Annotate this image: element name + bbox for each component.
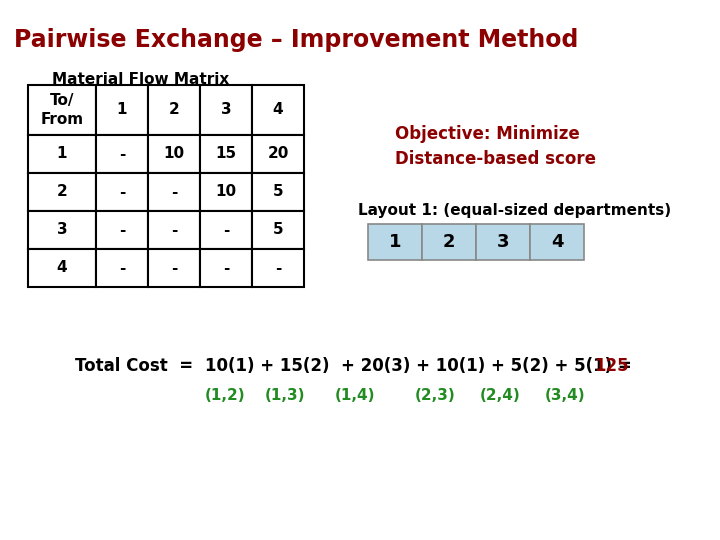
Text: 15: 15 [215, 146, 237, 161]
Bar [148, 249, 200, 287]
Text: 3: 3 [221, 103, 231, 118]
Bar [28, 135, 96, 173]
Bar [252, 211, 304, 249]
Bar [252, 135, 304, 173]
Text: 3: 3 [57, 222, 67, 238]
Text: -: - [171, 222, 177, 238]
Bar [422, 224, 476, 260]
Text: (1,4): (1,4) [335, 388, 376, 403]
Text: -: - [119, 185, 125, 199]
Bar [200, 211, 252, 249]
Bar [28, 211, 96, 249]
Text: 2: 2 [168, 103, 179, 118]
Bar [148, 135, 200, 173]
Text: 1: 1 [117, 103, 127, 118]
Text: -: - [119, 260, 125, 275]
Bar [148, 173, 200, 211]
Text: 1: 1 [389, 233, 401, 251]
Text: Total Cost  =: Total Cost = [75, 357, 193, 375]
Text: Pairwise Exchange – Improvement Method: Pairwise Exchange – Improvement Method [14, 28, 578, 52]
Text: 2: 2 [443, 233, 455, 251]
Text: -: - [171, 260, 177, 275]
Bar [28, 173, 96, 211]
Text: (2,3): (2,3) [415, 388, 456, 403]
Bar [476, 224, 530, 260]
Bar [96, 211, 148, 249]
Text: -: - [275, 260, 282, 275]
Text: Material Flow Matrix: Material Flow Matrix [52, 72, 229, 87]
Text: 5: 5 [273, 222, 283, 238]
Text: (2,4): (2,4) [480, 388, 521, 403]
Bar [530, 224, 584, 260]
Text: -: - [222, 260, 229, 275]
Text: 3: 3 [497, 233, 509, 251]
Text: 2: 2 [57, 185, 68, 199]
Text: -: - [119, 146, 125, 161]
Bar [252, 249, 304, 287]
Text: -: - [171, 185, 177, 199]
Bar [200, 135, 252, 173]
Text: 1: 1 [57, 146, 67, 161]
Text: 125: 125 [594, 357, 629, 375]
Text: (1,3): (1,3) [265, 388, 305, 403]
Bar [28, 249, 96, 287]
Bar [200, 249, 252, 287]
Bar [200, 173, 252, 211]
Bar [148, 211, 200, 249]
Text: Objective: Minimize
Distance-based score: Objective: Minimize Distance-based score [395, 125, 596, 168]
Bar [96, 85, 148, 135]
Bar [252, 85, 304, 135]
Text: -: - [119, 222, 125, 238]
Bar [148, 85, 200, 135]
Text: 10: 10 [215, 185, 237, 199]
Text: 20: 20 [267, 146, 289, 161]
Text: 10: 10 [163, 146, 184, 161]
Text: 4: 4 [273, 103, 283, 118]
Text: 4: 4 [57, 260, 67, 275]
Text: 4: 4 [551, 233, 563, 251]
Text: Layout 1: (equal-sized departments): Layout 1: (equal-sized departments) [358, 203, 671, 218]
Bar [368, 224, 422, 260]
Bar [96, 135, 148, 173]
Text: -: - [222, 222, 229, 238]
Text: 10(1) + 15(2)  + 20(3) + 10(1) + 5(2) + 5(1) =: 10(1) + 15(2) + 20(3) + 10(1) + 5(2) + 5… [205, 357, 637, 375]
Bar [200, 85, 252, 135]
Text: 5: 5 [273, 185, 283, 199]
Text: To/
From: To/ From [40, 93, 84, 127]
Bar [96, 249, 148, 287]
Text: (1,2): (1,2) [205, 388, 246, 403]
Text: (3,4): (3,4) [545, 388, 585, 403]
Bar [28, 85, 96, 135]
Bar [252, 173, 304, 211]
Bar [96, 173, 148, 211]
